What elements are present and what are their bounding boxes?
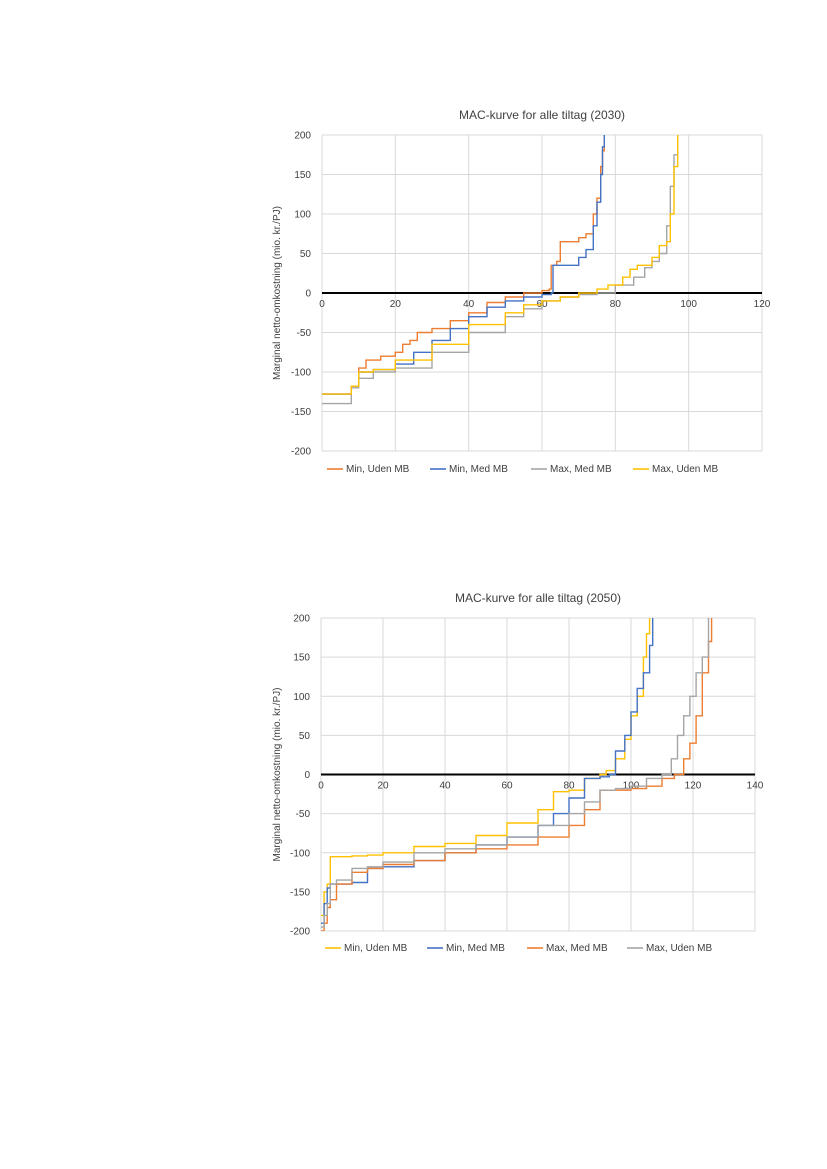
y-axis-title: Marginal netto-omkostning (mio. kr./PJ)	[272, 206, 283, 380]
y-tick-label: -100	[291, 368, 311, 379]
x-tick-label: 0	[319, 299, 325, 310]
x-tick-label: 80	[563, 781, 575, 792]
y-tick-label: -50	[296, 809, 311, 820]
series-line-2	[321, 618, 654, 924]
chart-title: MAC-kurve for alle tiltag (2050)	[455, 591, 621, 605]
chart-title: MAC-kurve for alle tiltag (2030)	[459, 108, 625, 122]
y-tick-label: 100	[294, 210, 311, 221]
legend-label: Min, Med MB	[446, 943, 505, 954]
y-tick-label: 150	[294, 170, 311, 181]
y-tick-label: -50	[297, 328, 312, 339]
series-line-1	[321, 618, 651, 917]
legend-label: Min, Med MB	[449, 464, 508, 475]
y-tick-label: -200	[291, 447, 311, 458]
series-line-4	[322, 135, 679, 395]
x-tick-label: 40	[439, 781, 451, 792]
x-tick-label: 20	[377, 781, 389, 792]
series-line-4	[321, 618, 710, 928]
x-tick-label: 120	[754, 299, 771, 310]
x-tick-label: 120	[685, 781, 702, 792]
y-tick-label: 150	[293, 653, 310, 664]
y-tick-label: 0	[305, 289, 311, 300]
y-tick-label: -100	[290, 848, 310, 859]
y-tick-label: 50	[300, 249, 312, 260]
series-line-3	[321, 618, 713, 931]
series-line-3	[322, 135, 679, 405]
x-tick-label: 20	[390, 299, 402, 310]
legend: Min, Uden MB Min, Med MB Max, Med MB Max, U…	[325, 943, 712, 954]
mac-chart-2030: MAC-kurve for alle tiltag (2030)20015010…	[272, 108, 771, 475]
y-tick-label: 200	[293, 614, 310, 625]
x-tick-label: 100	[680, 299, 697, 310]
y-tick-label: 100	[293, 692, 310, 703]
y-tick-label: 0	[304, 770, 310, 781]
series-line-2	[322, 135, 605, 395]
legend-label: Max, Uden MB	[652, 464, 718, 475]
y-axis-title: Marginal netto-omkostning (mio. kr./PJ)	[272, 688, 283, 862]
legend: Min, Uden MB Min, Med MB Max, Med MB Max, U…	[327, 464, 718, 475]
y-tick-label: -200	[290, 927, 310, 938]
legend-label: Min, Uden MB	[344, 943, 408, 954]
x-tick-label: 80	[610, 299, 622, 310]
legend-label: Max, Uden MB	[646, 943, 712, 954]
x-tick-label: 60	[501, 781, 513, 792]
x-tick-label: 40	[463, 299, 475, 310]
x-tick-label: 0	[318, 781, 324, 792]
legend-label: Max, Med MB	[550, 464, 612, 475]
legend-label: Max, Med MB	[546, 943, 608, 954]
y-tick-label: -150	[290, 887, 310, 898]
x-tick-label: 140	[747, 781, 764, 792]
legend-label: Min, Uden MB	[346, 464, 410, 475]
y-tick-label: 200	[294, 131, 311, 142]
mac-chart-2050: MAC-kurve for alle tiltag (2050)20015010…	[272, 591, 764, 954]
y-tick-label: -150	[291, 407, 311, 418]
y-tick-label: 50	[299, 731, 311, 742]
series-line-1	[322, 135, 605, 395]
